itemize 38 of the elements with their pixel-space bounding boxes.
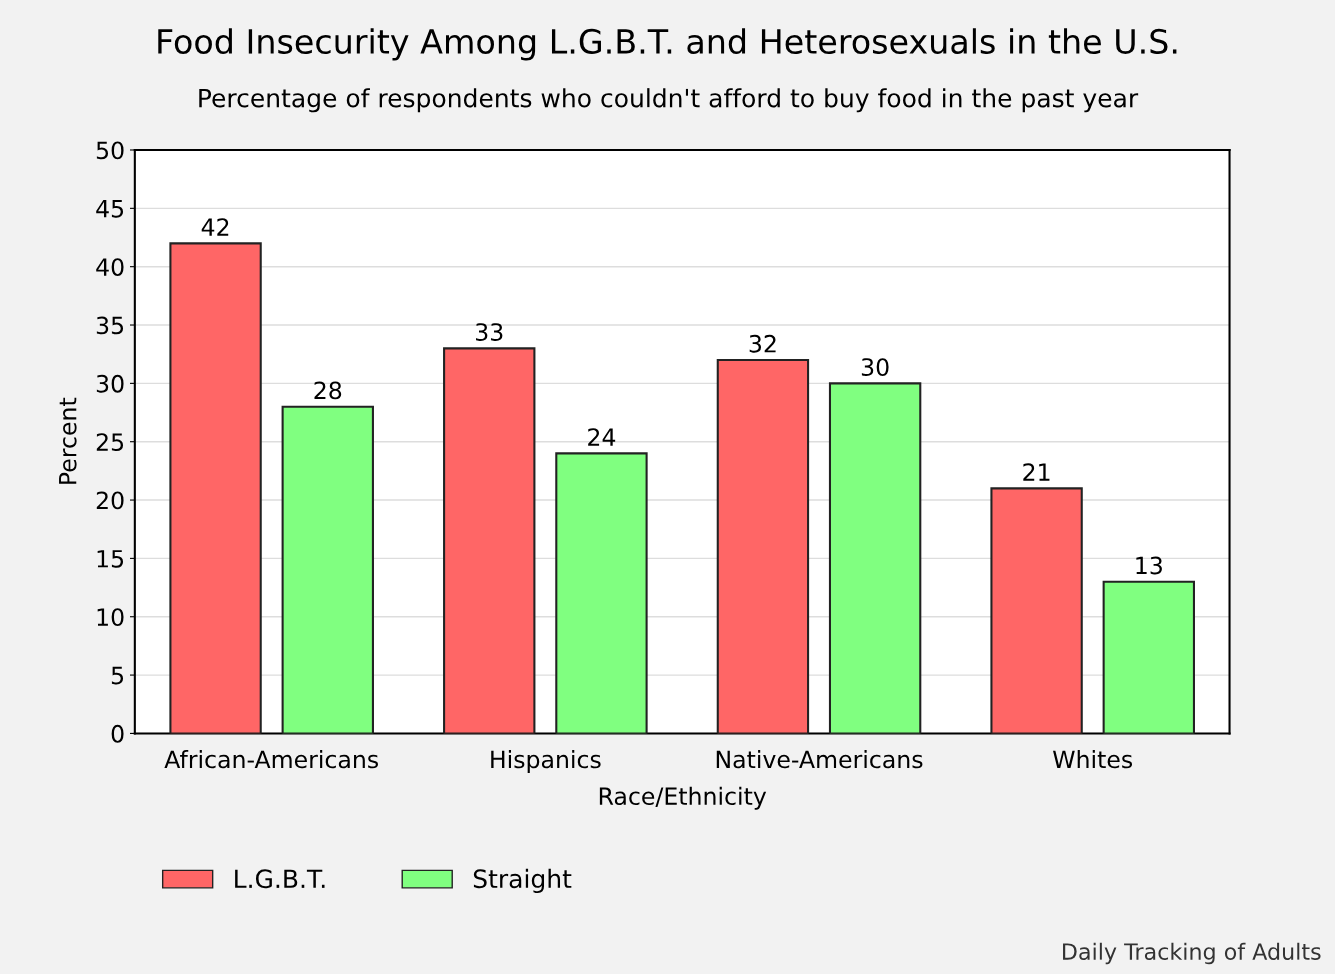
bar [990,487,1083,734]
x-tick-label: Native-Americans [716,750,923,769]
bar [443,347,536,734]
data-label: 24 [588,428,616,446]
data-label: 13 [1136,556,1162,575]
y-tick-label: 40 [96,258,124,276]
x-tick-label: Hispanics [491,750,601,773]
x-axis-title: Race/Ethnicity [599,786,767,810]
bar [716,358,810,734]
data-label: 28 [314,381,342,400]
bar [1102,580,1195,734]
y-tick-label: 15 [97,550,124,568]
bar [281,405,374,734]
y-axis-title: Percent [59,397,77,484]
bar [169,242,262,734]
data-label: 32 [749,334,776,353]
legend-label: Straight [473,868,572,894]
legend-label: L.G.B.T. [235,869,325,889]
y-tick-label: 20 [96,491,124,510]
chart-title: Food Insecurity Among L.G.B.T. and Heterosexuals in the U.S. [158,28,1177,61]
y-tick-label: 0 [111,724,124,743]
bar [555,452,648,734]
y-tick-label: 25 [96,433,124,452]
x-tick-label: Whites [1053,750,1133,769]
bar [828,382,922,734]
data-label: 30 [861,358,889,377]
data-label: 21 [1023,463,1050,481]
y-tick-label: 30 [96,374,124,393]
y-tick-label: 45 [96,200,124,218]
y-tick-label: 10 [97,608,124,627]
chart-subtitle: Percentage of respondents who couldn't afford to buy food in the past year [199,88,1139,113]
y-tick-label: 50 [96,141,124,160]
y-tick-label: 35 [96,316,124,335]
data-label: 33 [476,323,503,342]
text: Daily Tracking of Adults [1063,942,1321,965]
y-tick-label: 5 [111,666,124,685]
data-label: 42 [201,218,229,236]
x-tick-label: African-Americans [164,750,378,769]
